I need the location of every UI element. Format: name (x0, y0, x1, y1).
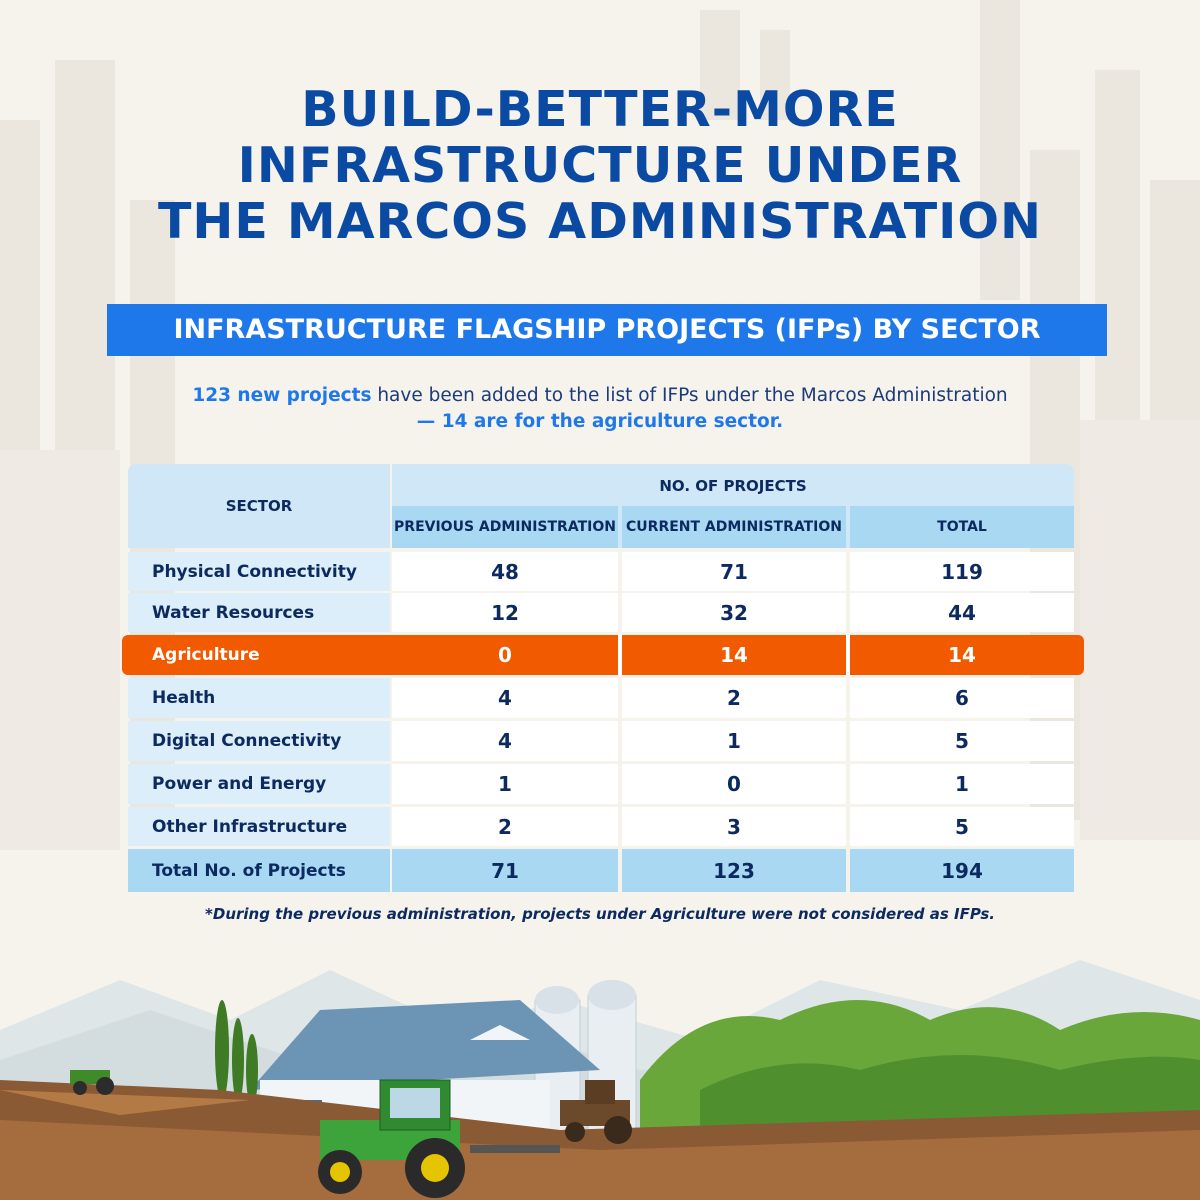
green-tractor (318, 1079, 560, 1198)
cell-total: 14 (948, 643, 976, 667)
highlight-divider (846, 635, 850, 675)
cell-total: 1 (850, 764, 1074, 804)
cell-current: 71 (622, 552, 846, 591)
row-sector-agriculture: Agriculture (152, 645, 260, 665)
row-total-label: Total No. of Projects (128, 849, 390, 892)
cell-current: 3 (622, 807, 846, 846)
cell-current: 14 (720, 643, 748, 667)
title-line-1: BUILD-BETTER-MORE (301, 81, 899, 138)
cell-total: 6 (850, 678, 1074, 718)
cell-total-previous: 71 (392, 849, 618, 892)
small-tractor (70, 1070, 114, 1095)
intro-text: 123 new projects have been added to the … (0, 383, 1200, 435)
cell-total: 44 (850, 593, 1074, 632)
cell-current: 0 (622, 764, 846, 804)
cell-total: 5 (850, 721, 1074, 761)
sector-header: SECTOR (128, 464, 390, 548)
intro-highlight: 123 new projects (192, 385, 372, 406)
cell-total-total: 194 (850, 849, 1074, 892)
title-line-3: THE MARCOS ADMINISTRATION (157, 193, 1043, 250)
row-sector-health: Health (128, 678, 390, 718)
col-header-previous: PREVIOUS ADMINISTRATION (392, 506, 618, 548)
cell-current: 1 (622, 721, 846, 761)
cell-previous: 2 (392, 807, 618, 846)
cell-total: 5 (850, 807, 1074, 846)
brown-tractor (560, 1080, 632, 1144)
cell-current: 2 (622, 678, 846, 718)
row-sector-digital-connectivity: Digital Connectivity (128, 721, 390, 761)
row-sector-water-resources: Water Resources (128, 593, 390, 632)
col-header-current: CURRENT ADMINISTRATION (622, 506, 846, 548)
cell-previous: 48 (392, 552, 618, 591)
section-banner: INFRASTRUCTURE FLAGSHIP PROJECTS (IFPs) … (107, 304, 1107, 356)
cell-previous: 12 (392, 593, 618, 632)
farm-scene-illustration (0, 960, 1200, 1200)
highlight-divider (618, 635, 622, 675)
row-sector-other-infrastructure: Other Infrastructure (128, 807, 390, 846)
footnote: *During the previous administration, pro… (205, 905, 995, 923)
intro-line-2: — 14 are for the agriculture sector. (416, 411, 784, 432)
cell-previous: 4 (392, 678, 618, 718)
cell-previous: 4 (392, 721, 618, 761)
row-sector-physical-connectivity: Physical Connectivity (128, 552, 390, 591)
col-header-total: TOTAL (850, 506, 1074, 548)
row-sector-power-and-energy: Power and Energy (128, 764, 390, 804)
cell-current: 32 (622, 593, 846, 632)
no-of-projects-header: NO. OF PROJECTS (392, 464, 1074, 508)
agriculture-highlight-bar (122, 635, 1084, 675)
page-title: BUILD-BETTER-MORE INFRASTRUCTURE UNDER T… (0, 82, 1200, 250)
intro-line-1: 123 new projects have been added to the … (0, 383, 1200, 409)
cell-previous: 0 (498, 643, 512, 667)
title-line-2: INFRASTRUCTURE UNDER (237, 137, 963, 194)
cell-total: 119 (850, 552, 1074, 591)
intro-text-body: have been added to the list of IFPs unde… (371, 385, 1008, 406)
cypress-trees (215, 1000, 258, 1106)
cell-total-current: 123 (622, 849, 846, 892)
cell-previous: 1 (392, 764, 618, 804)
